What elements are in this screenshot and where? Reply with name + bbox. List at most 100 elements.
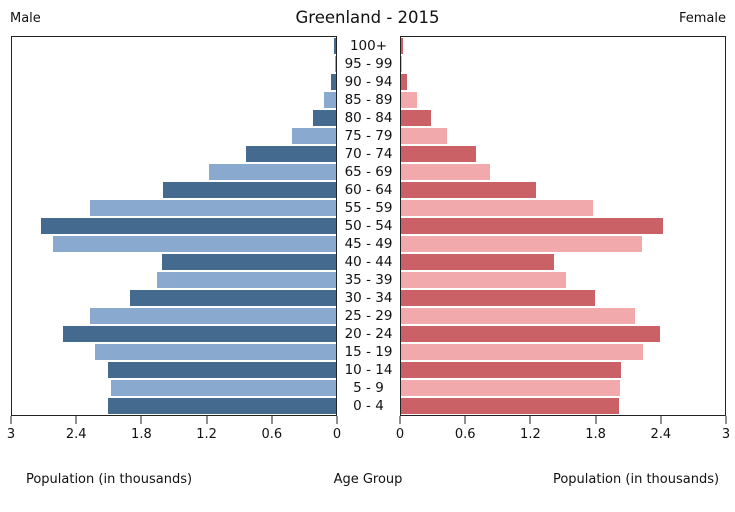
female-row	[401, 271, 725, 289]
female-bar-0-4	[401, 398, 620, 414]
female-axis-tick	[660, 416, 662, 424]
male-bar-80-84	[313, 110, 336, 126]
male-row	[12, 181, 336, 199]
age-group-label: 45 - 49	[344, 236, 393, 252]
female-axis-tick	[595, 416, 597, 424]
female-row	[401, 379, 725, 397]
female-row	[401, 307, 725, 325]
female-axis-tick-label: 1.2	[520, 427, 541, 442]
age-group-label: 20 - 24	[344, 326, 393, 342]
male-row	[12, 127, 336, 145]
male-row	[12, 235, 336, 253]
female-bar-75-79	[401, 128, 448, 144]
male-axis-tick	[10, 416, 12, 424]
male-axis-tick-label: 3	[6, 427, 16, 442]
pyramid-chart: 100+ 95 - 99 90 - 94 85 - 89 80 - 84 75 - 79 7…	[11, 36, 726, 416]
female-row	[401, 199, 725, 217]
age-group-label: 100+	[349, 38, 388, 54]
male-row	[12, 199, 336, 217]
age-group-label: 15 - 19	[344, 344, 393, 360]
female-bar-50-54	[401, 218, 664, 234]
female-row	[401, 109, 725, 127]
age-group-label: 55 - 59	[344, 200, 393, 216]
female-bar-25-29	[401, 308, 636, 324]
age-group-label: 30 - 34	[344, 290, 393, 306]
female-bar-90-94	[401, 74, 408, 90]
female-axis-tick-label: 0.6	[454, 427, 476, 442]
female-bar-35-39	[401, 272, 567, 288]
male-row	[12, 73, 336, 91]
age-group-axis-title: Age Group	[333, 472, 403, 487]
male-axis-tick	[75, 416, 77, 424]
age-group-label: 0 - 4	[353, 398, 384, 414]
male-row	[12, 289, 336, 307]
male-bar-95-99	[334, 56, 336, 72]
male-bar-60-64	[163, 182, 336, 198]
male-axis-tick-label: 0	[332, 427, 342, 442]
female-axis-title: Population (in thousands)	[552, 472, 720, 487]
female-axis-tick	[464, 416, 466, 424]
female-row	[401, 397, 725, 415]
male-row	[12, 145, 336, 163]
age-group-label: 85 - 89	[344, 92, 393, 108]
female-side-label: Female	[678, 11, 726, 26]
male-row	[12, 37, 336, 55]
male-row	[12, 271, 336, 289]
female-row	[401, 181, 725, 199]
male-bars-panel	[11, 36, 337, 416]
female-bar-65-69	[401, 164, 490, 180]
male-row	[12, 325, 336, 343]
female-bar-80-84	[401, 110, 432, 126]
male-axis-tick	[206, 416, 208, 424]
age-group-label: 65 - 69	[344, 164, 393, 180]
male-axis-tick	[336, 416, 338, 424]
female-row	[401, 361, 725, 379]
male-bar-0-4	[108, 398, 336, 414]
female-axis-tick-label: 1.8	[585, 427, 606, 442]
age-group-labels-column: 100+ 95 - 99 90 - 94 85 - 89 80 - 84 75 - 79 7…	[337, 36, 400, 416]
female-row	[401, 127, 725, 145]
male-row	[12, 379, 336, 397]
male-axis-tick-label: 1.2	[196, 427, 217, 442]
male-row	[12, 109, 336, 127]
male-axis-tick-label: 2.4	[65, 427, 87, 442]
female-row	[401, 55, 725, 73]
male-bar-10-14	[108, 362, 336, 378]
female-row	[401, 163, 725, 181]
age-group-label: 5 - 9	[353, 380, 384, 396]
male-bar-70-74	[246, 146, 336, 162]
female-row	[401, 37, 725, 55]
female-bar-55-59	[401, 200, 594, 216]
female-bars-panel	[400, 36, 726, 416]
age-group-label: 75 - 79	[344, 128, 393, 144]
male-row	[12, 307, 336, 325]
male-bar-85-89	[324, 92, 336, 108]
male-bar-40-44	[162, 254, 336, 270]
female-axis-tick-label: 2.4	[650, 427, 672, 442]
male-bar-100+	[333, 38, 336, 54]
male-bar-45-49	[53, 236, 336, 252]
male-row	[12, 397, 336, 415]
age-group-label: 95 - 99	[344, 56, 393, 72]
male-row	[12, 343, 336, 361]
male-side-label: Male	[10, 11, 41, 26]
male-bar-35-39	[156, 272, 336, 288]
female-axis-tick-label: 0	[395, 427, 405, 442]
age-group-label: 70 - 74	[344, 146, 393, 162]
male-axis-tick-label: 0.6	[261, 427, 283, 442]
male-axis-tick-label: 1.8	[131, 427, 152, 442]
male-row	[12, 91, 336, 109]
female-bar-40-44	[401, 254, 555, 270]
chart-title: Greenland - 2015	[295, 8, 440, 27]
male-axis-tick	[271, 416, 273, 424]
female-row	[401, 145, 725, 163]
age-group-label: 10 - 14	[344, 362, 393, 378]
male-x-axis: 3 2.4 1.8 1.2 0.6 0	[7, 416, 341, 462]
age-group-label: 80 - 84	[344, 110, 393, 126]
male-bar-5-9	[111, 380, 336, 396]
chart-header: Male Greenland - 2015 Female	[0, 6, 735, 32]
female-axis-tick	[399, 416, 401, 424]
female-row	[401, 235, 725, 253]
male-bar-20-24	[62, 326, 336, 342]
male-axis-tick	[140, 416, 142, 424]
